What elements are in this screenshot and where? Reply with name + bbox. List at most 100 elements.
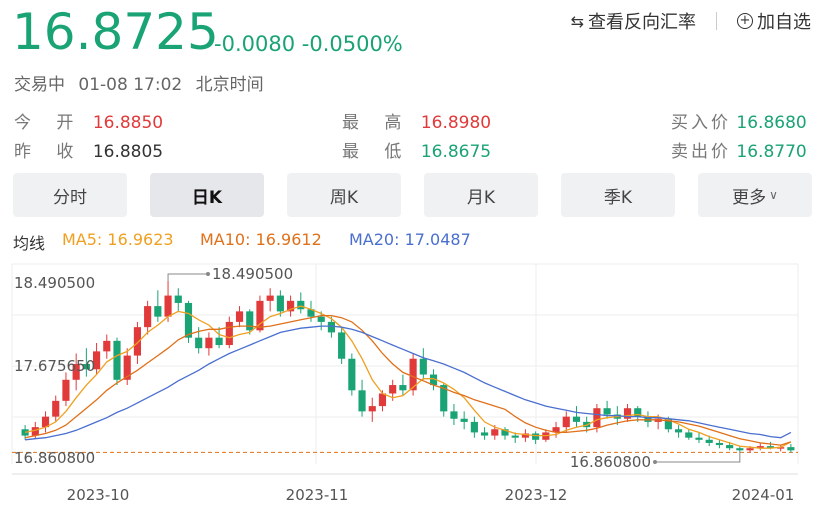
candle-up [72, 364, 80, 380]
price-change: -0.0080 -0.0500% [214, 32, 403, 56]
max-callout-line [167, 273, 208, 281]
tab-monthly-k[interactable]: 月K [424, 173, 538, 217]
header-actions: ⇆ 查看反向汇率 + 加自选 [571, 8, 811, 34]
candle-up [62, 379, 70, 401]
prev-close-stat: 昨 收 16.8805 [14, 137, 163, 162]
candle-down [675, 429, 683, 433]
high-value: 16.8980 [420, 113, 492, 133]
candle-down [154, 306, 162, 317]
x-tick-label: 2023-12 [505, 486, 568, 504]
candle-down [327, 321, 335, 333]
candle-down [572, 416, 581, 422]
candle-up [225, 321, 233, 346]
candle-up [552, 427, 560, 433]
candle-up [491, 429, 499, 436]
x-tick-label: 2024-01 [732, 486, 795, 504]
candle-up [409, 358, 417, 391]
tab-quarterly-k[interactable]: 季K [561, 173, 675, 217]
min-callout-dot [653, 460, 657, 464]
candle-up [133, 327, 141, 356]
bid-label: 买入价 [671, 113, 731, 133]
candle-down [726, 445, 734, 449]
reverse-rate-label: 查看反向汇率 [588, 12, 696, 33]
ma5-legend: MA5: 16.9623 [62, 230, 174, 249]
x-tick-label: 2023-10 [67, 486, 130, 504]
x-tick-label: 2023-11 [286, 486, 349, 504]
candle-down [184, 302, 193, 338]
period-tabs: 分时 日K 周K 月K 季K 更多 ∨ [13, 173, 812, 217]
y-tick-label: 18.490500 [14, 274, 95, 292]
candle-up [41, 416, 50, 428]
tab-more-label: 更多 [732, 187, 767, 208]
high-stat: 最 高 16.8980 [342, 108, 491, 133]
candle-down [246, 311, 254, 331]
tab-daily-k[interactable]: 日K [150, 173, 264, 217]
tab-intraday[interactable]: 分时 [13, 173, 127, 217]
candle-down [511, 435, 519, 438]
high-label: 最 高 [342, 113, 412, 133]
bid-value: 16.8680 [736, 113, 807, 133]
chevron-down-icon: ∨ [769, 188, 778, 202]
candle-down [399, 385, 407, 391]
current-price: 16.8725 [12, 3, 219, 61]
candle-up [389, 385, 397, 394]
candle-up [93, 351, 101, 370]
plus-circle-icon: + [737, 13, 753, 29]
candle-down [429, 374, 438, 386]
candle-up [368, 406, 376, 412]
candle-up [378, 393, 387, 407]
kline-chart[interactable]: 18.490500 17.675650 16.860800 2023-10 2023-1… [0, 258, 825, 520]
candle-down [358, 390, 366, 412]
candle-down [695, 437, 703, 440]
candle-down [603, 408, 611, 415]
candle-down [215, 337, 223, 346]
candle-down [297, 300, 305, 310]
candle-down [634, 408, 642, 417]
candle-up [593, 408, 601, 428]
max-callout-dot [206, 272, 210, 276]
candle-down [736, 448, 744, 451]
candle-down [82, 364, 90, 370]
candle-down [338, 332, 346, 359]
bid-stat: 买入价 16.8680 [671, 108, 807, 133]
add-watchlist-button[interactable]: + 加自选 [737, 8, 811, 34]
ask-label: 卖出价 [671, 142, 731, 162]
divider [716, 12, 717, 30]
max-price-label: 18.490500 [212, 265, 293, 283]
candle-up [266, 295, 274, 301]
ma10-legend: MA10: 16.9612 [200, 230, 322, 249]
add-watchlist-label: 加自选 [757, 12, 811, 33]
open-value: 16.8850 [92, 113, 164, 133]
prev-close-label: 昨 收 [14, 142, 84, 162]
candle-down [419, 358, 427, 375]
candle-up [256, 300, 264, 331]
candle-down [174, 295, 182, 303]
ma10-line [24, 314, 792, 446]
candles [21, 280, 795, 453]
low-value: 16.8675 [420, 142, 492, 162]
prev-close-value: 16.8805 [92, 142, 164, 162]
candle-down [501, 429, 509, 436]
candle-down [440, 385, 448, 412]
tab-weekly-k[interactable]: 周K [287, 173, 401, 217]
candle-up [756, 446, 764, 449]
candle-up [777, 447, 785, 449]
ma-title: 均线 [13, 234, 46, 253]
min-callout-line [655, 452, 741, 463]
change-value: -0.0080 [214, 32, 296, 56]
candle-up [52, 400, 60, 417]
candle-down [460, 418, 468, 422]
reverse-rate-button[interactable]: ⇆ 查看反向汇率 [571, 8, 696, 34]
ask-value: 16.8770 [736, 142, 807, 162]
candle-down [705, 439, 713, 443]
candle-down [532, 433, 540, 440]
candle-down [348, 358, 356, 391]
tab-more[interactable]: 更多 ∨ [698, 173, 812, 217]
candle-up [287, 300, 295, 312]
candle-down [664, 418, 672, 430]
change-percent: -0.0500% [301, 32, 403, 56]
axis-labels: 18.490500 17.675650 16.860800 2023-10 2023-1… [14, 265, 794, 504]
candle-up [562, 416, 570, 428]
candle-up [521, 433, 529, 438]
ma20-line [25, 325, 792, 441]
